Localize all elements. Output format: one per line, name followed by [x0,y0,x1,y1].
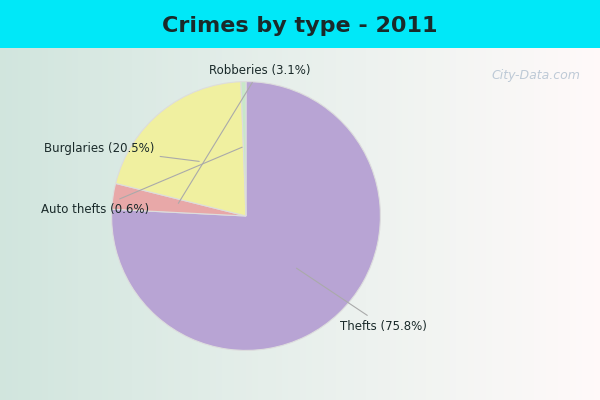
Wedge shape [112,183,246,216]
Text: Crimes by type - 2011: Crimes by type - 2011 [162,16,438,36]
Text: City-Data.com: City-Data.com [492,70,581,82]
Text: Robberies (3.1%): Robberies (3.1%) [178,64,310,203]
Text: Burglaries (20.5%): Burglaries (20.5%) [44,142,199,161]
Wedge shape [241,82,246,216]
Wedge shape [116,82,246,216]
Text: Auto thefts (0.6%): Auto thefts (0.6%) [41,147,242,216]
Wedge shape [112,82,380,350]
Text: Thefts (75.8%): Thefts (75.8%) [296,268,427,333]
